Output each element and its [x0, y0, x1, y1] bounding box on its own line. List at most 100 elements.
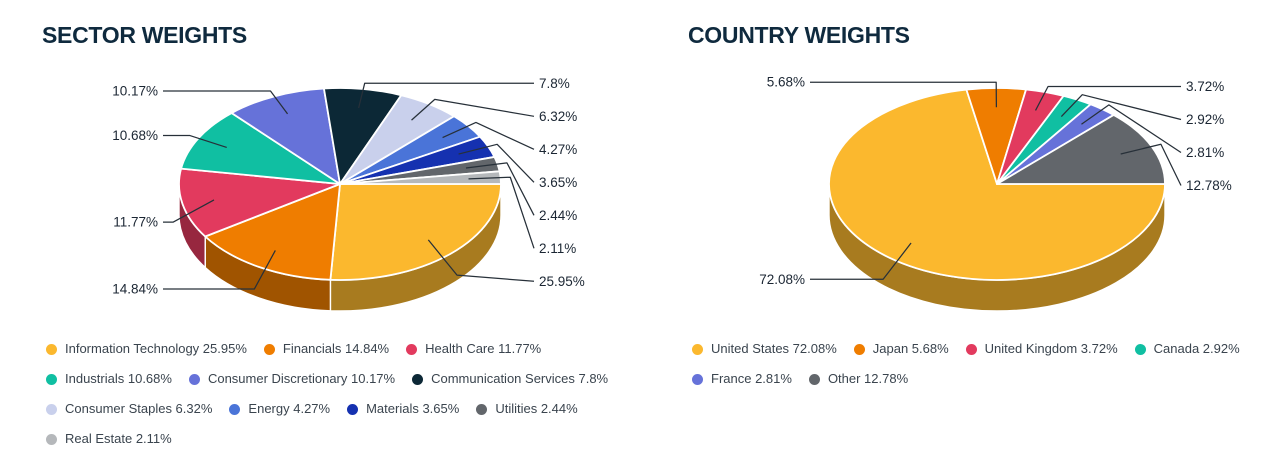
legend-label: Health Care 11.77%: [425, 341, 542, 356]
leader-line-information-technology: [427, 239, 535, 282]
legend-row: Information Technology 25.95% Financials …: [46, 341, 608, 357]
leader-line-financials: [163, 250, 276, 290]
leader-line-canada: [1060, 94, 1182, 121]
legend-swatch-icon: [412, 373, 424, 385]
leader-line-health-care: [163, 199, 215, 223]
legend-label: Japan 5.68%: [872, 341, 949, 356]
legend-swatch-icon: [46, 343, 57, 355]
legend-label: Industrials 10.68%: [65, 371, 172, 386]
leader-line-energy: [442, 121, 535, 150]
country-weights-title: COUNTRY WEIGHTS: [688, 22, 910, 48]
slice-value-label: 11.77%: [113, 215, 158, 230]
legend-swatch-icon: [46, 433, 57, 445]
legend-item-united-kingdom[interactable]: United Kingdom 3.72%: [965, 341, 1118, 357]
legend-item-energy[interactable]: Energy 4.27%: [229, 401, 330, 417]
slice-value-label: 10.68%: [112, 128, 158, 143]
sector-weights-title: SECTOR WEIGHTS: [42, 22, 247, 48]
legend-row: Real Estate 2.11%: [46, 431, 608, 447]
leader-line-real-estate: [468, 176, 535, 249]
slice-value-label: 14.84%: [112, 282, 158, 297]
country-weights-panel: COUNTRY WEIGHTS 5.68% 72.08% 3.72% 2.92% 2.8…: [639, 0, 1278, 467]
leader-line-communication-services: [358, 82, 534, 109]
slice-value-label: 2.44%: [539, 208, 577, 223]
legend-label: United Kingdom 3.72%: [984, 341, 1118, 356]
legend-swatch-icon: [692, 373, 703, 385]
legend-item-industrials[interactable]: Industrials 10.68%: [46, 371, 172, 387]
slice-value-label: 2.81%: [1186, 145, 1224, 160]
legend-swatch-icon: [808, 373, 820, 385]
slice-value-label: 72.08%: [759, 272, 805, 287]
slice-value-label: 3.65%: [539, 175, 577, 190]
sector-weights-panel: SECTOR WEIGHTS 10.17% 10.68% 11.77% 14.84% 7…: [42, 22, 608, 447]
legend-item-health-care[interactable]: Health Care 11.77%: [406, 341, 541, 357]
slice-value-label: 6.32%: [539, 109, 577, 124]
legend-swatch-icon: [46, 373, 57, 385]
legend-item-japan[interactable]: Japan 5.68%: [853, 341, 949, 357]
legend-label: Communication Services 7.8%: [431, 371, 609, 386]
legend-item-consumer-discretionary[interactable]: Consumer Discretionary 10.17%: [188, 371, 396, 387]
legend-label: Materials 3.65%: [366, 401, 460, 416]
legend-swatch-icon: [347, 403, 359, 415]
slice-value-label: 4.27%: [539, 142, 577, 157]
country-weights-pie-chart: 5.68% 72.08% 3.72% 2.92% 2.81% 12.78%: [759, 75, 1232, 312]
legend-label: France 2.81%: [711, 371, 792, 386]
leader-line-other: [1120, 143, 1182, 186]
legend-item-utilities[interactable]: Utilities 2.44%: [476, 401, 578, 417]
slice-value-label: 3.72%: [1186, 79, 1224, 94]
leader-line-materials: [458, 143, 535, 183]
legend-swatch-icon: [229, 403, 241, 415]
leader-line-france: [1081, 104, 1182, 154]
legend-label: Financials 14.84%: [282, 341, 390, 356]
slice-value-label: 2.11%: [539, 241, 576, 256]
legend-swatch-icon: [965, 343, 977, 355]
legend-swatch-icon: [476, 403, 488, 415]
legend-item-consumer-staples[interactable]: Consumer Staples 6.32%: [46, 401, 212, 417]
legend-row: Consumer Staples 6.32% Energy 4.27% Materi…: [46, 401, 608, 417]
legend-swatch-icon: [263, 343, 275, 355]
legend-label: Other 12.78%: [827, 371, 909, 386]
legend-label: Information Technology 25.95%: [65, 341, 247, 356]
legend-label: Canada 2.92%: [1153, 341, 1240, 356]
legend-swatch-icon: [692, 343, 703, 355]
leader-line-industrials: [163, 134, 227, 149]
legend-item-financials[interactable]: Financials 14.84%: [263, 341, 390, 357]
leader-line-united-states: [810, 242, 912, 280]
legend-label: Utilities 2.44%: [495, 401, 578, 416]
legend-swatch-icon: [1134, 343, 1146, 355]
legend-label: Consumer Discretionary 10.17%: [207, 371, 396, 386]
legend-label: Consumer Staples 6.32%: [65, 401, 213, 416]
leader-line-consumer-staples: [411, 98, 535, 121]
slice-value-label: 2.92%: [1186, 112, 1224, 127]
legend-item-information-technology[interactable]: Information Technology 25.95%: [46, 341, 247, 357]
pie-slice-health-care[interactable]: [178, 167, 341, 238]
legend-row: Industrials 10.68% Consumer Discretionary…: [46, 371, 608, 387]
slice-value-label: 25.95%: [539, 274, 585, 289]
legend-swatch-icon: [853, 343, 865, 355]
legend-item-communication-services[interactable]: Communication Services 7.8%: [412, 371, 608, 387]
sector-weights-pie-chart: 10.17% 10.68% 11.77% 14.84% 7.8% 6.32% 4.27% 3.…: [112, 76, 585, 312]
legend-swatch-icon: [188, 373, 200, 385]
legend-swatch-icon: [406, 343, 418, 355]
legend-item-other[interactable]: Other 12.78%: [808, 371, 909, 387]
legend-row: United States 72.08% Japan 5.68% United Ki…: [692, 341, 1240, 357]
legend-item-real-estate[interactable]: Real Estate 2.11%: [46, 431, 172, 447]
legend-label: Energy 4.27%: [248, 401, 331, 416]
leader-line-utilities: [465, 162, 535, 216]
slice-value-label: 5.68%: [767, 75, 805, 90]
legend-swatch-icon: [46, 403, 57, 415]
legend-row: France 2.81% Other 12.78%: [692, 371, 1240, 387]
legend-item-canada[interactable]: Canada 2.92%: [1134, 341, 1240, 357]
leader-line-united-kingdom: [1034, 85, 1181, 111]
slice-value-label: 12.78%: [1186, 178, 1232, 193]
legend-label: United States 72.08%: [711, 341, 837, 356]
legend-item-france[interactable]: France 2.81%: [692, 371, 792, 387]
slice-value-label: 7.8%: [539, 76, 570, 91]
sector-weights-legend: Information Technology 25.95% Financials …: [46, 341, 608, 447]
leader-line-japan: [810, 81, 998, 108]
pie-slice-information-technology[interactable]: [329, 183, 502, 281]
pie-slice-financials[interactable]: [204, 183, 341, 281]
legend-item-united-states[interactable]: United States 72.08%: [692, 341, 837, 357]
legend-label: Real Estate 2.11%: [65, 431, 172, 446]
legend-item-materials[interactable]: Materials 3.65%: [347, 401, 459, 417]
